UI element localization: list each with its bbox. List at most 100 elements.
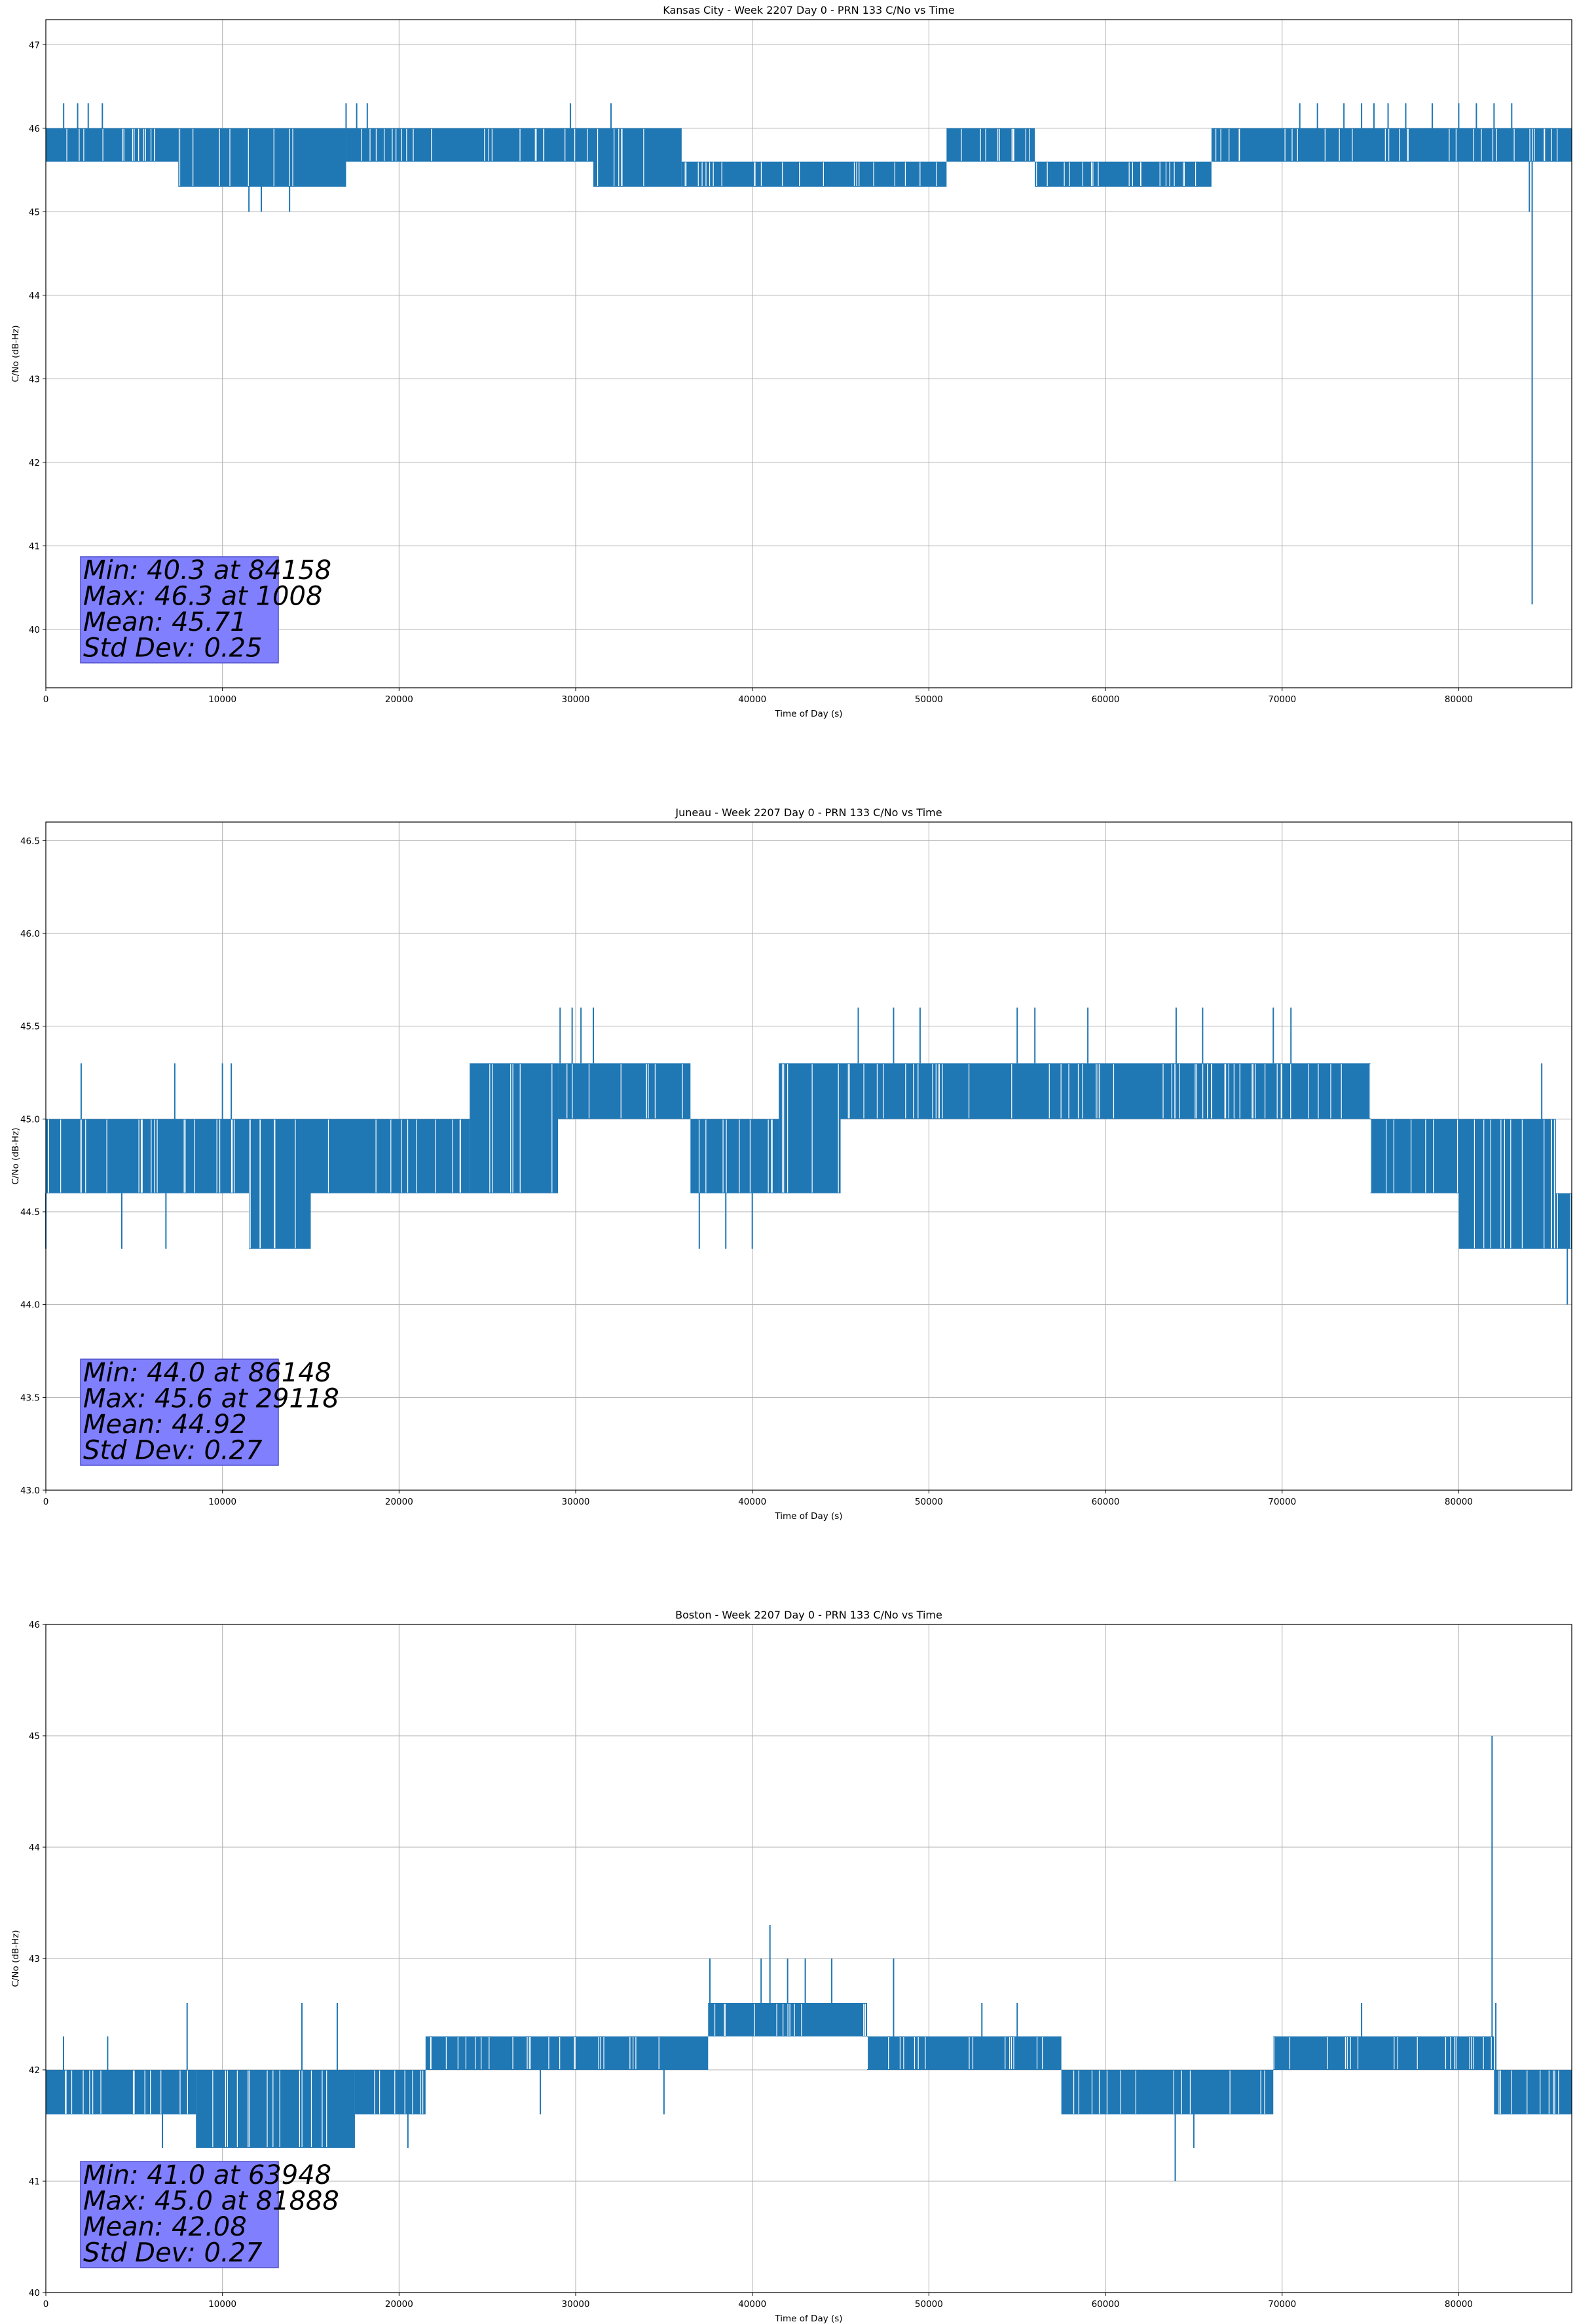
stats-box	[80, 2161, 279, 2268]
chart-panel-3: 0 10000 20000 30000 40000 50000 60000 70000 8000…	[10, 1609, 1572, 2324]
stats-line: Min: 44.0 at 86148	[83, 1358, 331, 1388]
x-tick-label: 80000	[1445, 694, 1473, 705]
data-band	[690, 1119, 779, 1193]
x-tick-label: 60000	[1092, 1497, 1120, 1507]
stats-line: Mean: 44.92	[83, 1410, 247, 1440]
y-tick-label: 46	[29, 1620, 40, 1630]
x-axis-label: Time of Day (s)	[774, 709, 842, 719]
x-tick-label: 20000	[385, 694, 413, 705]
data-band	[1211, 128, 1572, 162]
plot-frame	[45, 821, 1572, 1491]
y-tick-label: 46.5	[20, 836, 40, 846]
data-band	[425, 2036, 709, 2070]
y-tick-label: 43.5	[20, 1393, 40, 1403]
x-tick-label: 0	[43, 1497, 49, 1507]
x-tick-label: 40000	[738, 694, 766, 705]
y-tick-label: 46.0	[20, 929, 40, 939]
data-band	[346, 128, 593, 162]
stats-line: Max: 45.0 at 81888	[83, 2186, 339, 2217]
y-tick-label: 44	[29, 291, 40, 301]
chart-title: Juneau - Week 2207 Day 0 - PRN 133 C/No …	[675, 806, 942, 819]
x-axis-label: Time of Day (s)	[774, 2314, 842, 2324]
y-tick-label: 40	[29, 625, 40, 635]
x-tick-label: 40000	[738, 1497, 766, 1507]
stats-line: Std Dev: 0.27	[83, 1436, 263, 1466]
y-tick-label: 47	[29, 40, 40, 50]
chart-panel-1: 0 10000 20000 30000 40000 50000 60000 70000 8000…	[10, 4, 1572, 719]
x-axis-label: Time of Day (s)	[774, 1511, 842, 1522]
y-axis-label: C/No (dB-Hz)	[10, 1127, 21, 1184]
x-tick-label: 30000	[562, 2299, 590, 2310]
x-tick-label: 80000	[1445, 1497, 1473, 1507]
y-axis-label: C/No (dB-Hz)	[10, 1930, 21, 1987]
y-tick-label: 41	[29, 2177, 40, 2187]
stats-line: Std Dev: 0.25	[83, 633, 263, 664]
data-band	[946, 128, 1035, 162]
data-band	[593, 128, 682, 187]
data-band	[354, 2070, 426, 2114]
data-band	[470, 1063, 559, 1193]
y-tick-label: 45	[29, 1731, 40, 1742]
data-series-line	[46, 103, 1572, 605]
stats-box	[80, 1359, 279, 1466]
x-tick-label: 30000	[562, 1497, 590, 1507]
x-tick-label: 20000	[385, 2299, 413, 2310]
x-tick-label: 50000	[915, 694, 943, 705]
x-tick-label: 40000	[738, 2299, 766, 2310]
plot-frame	[45, 19, 1572, 688]
x-tick-label: 70000	[1268, 694, 1296, 705]
y-tick-label: 45.5	[20, 1022, 40, 1032]
data-band	[310, 1119, 470, 1193]
y-tick-label: 43.0	[20, 1486, 40, 1496]
chart-title: Boston - Week 2207 Day 0 - PRN 133 C/No …	[675, 1609, 942, 1621]
y-tick-label: 44.5	[20, 1207, 40, 1218]
data-band	[1035, 161, 1212, 187]
stats-line: Min: 41.0 at 63948	[83, 2160, 331, 2190]
data-band	[1061, 2070, 1274, 2114]
data-band	[866, 2036, 1062, 2070]
stats-line: Max: 46.3 at 1008	[83, 582, 322, 612]
data-band	[46, 2070, 196, 2114]
x-tick-label: 80000	[1445, 2299, 1473, 2310]
data-band	[1370, 1119, 1459, 1193]
y-tick-label: 44	[29, 1843, 40, 1853]
stats-line: Std Dev: 0.27	[83, 2238, 263, 2268]
data-band	[196, 2070, 355, 2148]
y-tick-label: 42	[29, 2065, 40, 2076]
x-tick-label: 30000	[562, 694, 590, 705]
y-tick-label: 43	[29, 1954, 40, 1964]
x-tick-label: 70000	[1268, 2299, 1296, 2310]
y-tick-label: 46	[29, 124, 40, 134]
data-band	[779, 1063, 841, 1193]
x-tick-label: 70000	[1268, 1497, 1296, 1507]
y-axis-label: C/No (dB-Hz)	[10, 325, 21, 382]
y-tick-label: 45	[29, 207, 40, 217]
data-band	[1494, 2070, 1572, 2114]
x-tick-label: 10000	[208, 694, 236, 705]
stats-line: Mean: 45.71	[83, 607, 247, 637]
data-band	[1273, 2036, 1494, 2070]
stats-box	[80, 556, 279, 664]
chart-panel-2: 0 10000 20000 30000 40000 50000 60000 70000 8000…	[10, 806, 1572, 1522]
x-tick-label: 10000	[208, 2299, 236, 2310]
data-band	[178, 128, 346, 187]
x-tick-label: 60000	[1092, 2299, 1120, 2310]
data-band	[1555, 1193, 1572, 1249]
y-tick-label: 44.0	[20, 1300, 40, 1311]
x-tick-label: 20000	[385, 1497, 413, 1507]
stats-line: Min: 40.3 at 84158	[83, 555, 331, 586]
stats-line: Mean: 42.08	[83, 2212, 247, 2242]
x-tick-label: 60000	[1092, 694, 1120, 705]
data-band	[46, 1119, 250, 1193]
data-band	[1458, 1119, 1556, 1249]
y-tick-label: 43	[29, 374, 40, 384]
x-tick-label: 10000	[208, 1497, 236, 1507]
chart-title: Kansas City - Week 2207 Day 0 - PRN 133 …	[663, 4, 954, 16]
data-series-line	[45, 1007, 1572, 1305]
stats-line: Max: 45.6 at 29118	[83, 1384, 339, 1414]
y-tick-label: 42	[29, 458, 40, 468]
data-band	[249, 1119, 311, 1249]
data-band	[558, 1063, 691, 1119]
x-tick-label: 0	[43, 2299, 49, 2310]
